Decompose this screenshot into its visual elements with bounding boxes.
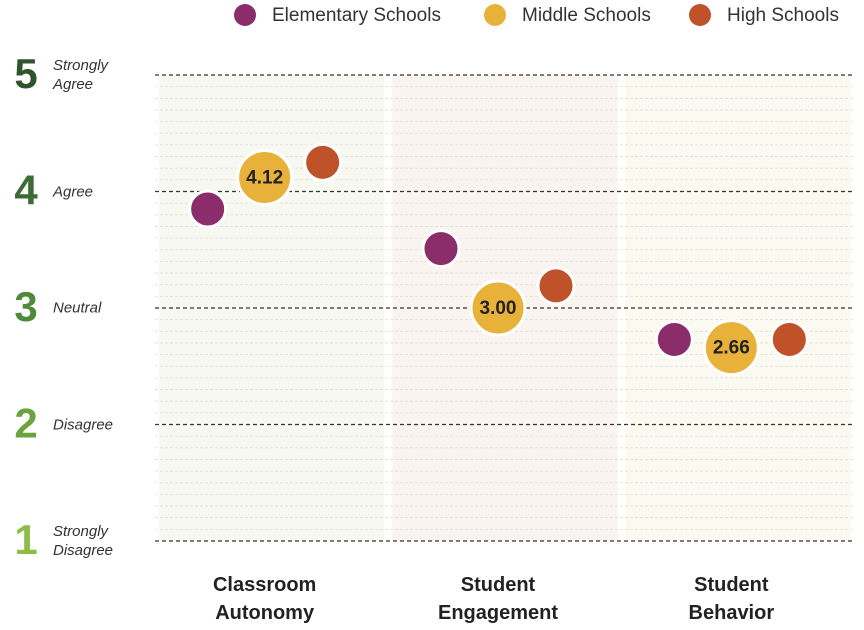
legend-swatch bbox=[234, 4, 256, 26]
y-tick-label: 4 bbox=[14, 167, 38, 214]
dot bbox=[303, 142, 343, 182]
y-tick-label: 3 bbox=[14, 283, 37, 330]
dot bbox=[536, 266, 576, 306]
legend-label: High Schools bbox=[727, 5, 839, 26]
y-tick-description: Strongly Disagree bbox=[53, 523, 114, 559]
dot bbox=[469, 279, 527, 337]
dot bbox=[654, 319, 694, 359]
dot bbox=[188, 189, 228, 229]
x-tick-label: Student Behavior bbox=[688, 574, 775, 624]
legend-swatch bbox=[484, 4, 506, 26]
dot bbox=[769, 319, 809, 359]
y-tick-label: 2 bbox=[14, 400, 37, 447]
data-label: 2.66 bbox=[713, 338, 750, 359]
dot bbox=[702, 319, 760, 377]
x-tick-label: Classroom Autonomy bbox=[212, 574, 317, 624]
legend-label: Middle Schools bbox=[522, 5, 651, 26]
y-tick-label: 5 bbox=[14, 50, 37, 97]
dot bbox=[421, 229, 461, 269]
legend-label: Elementary Schools bbox=[272, 5, 441, 26]
x-tick-label: Student Engagement bbox=[437, 574, 559, 624]
y-tick-label: 1 bbox=[14, 516, 37, 563]
legend-swatch bbox=[689, 4, 711, 26]
y-tick-description: Strongly Agree bbox=[53, 57, 109, 93]
data-label: 3.00 bbox=[480, 298, 517, 319]
y-tick-description: Agree bbox=[53, 183, 94, 200]
y-tick-description: Disagree bbox=[53, 416, 114, 433]
data-label: 4.12 bbox=[246, 168, 283, 189]
dot bbox=[236, 149, 294, 207]
y-tick-description: Neutral bbox=[53, 299, 102, 317]
